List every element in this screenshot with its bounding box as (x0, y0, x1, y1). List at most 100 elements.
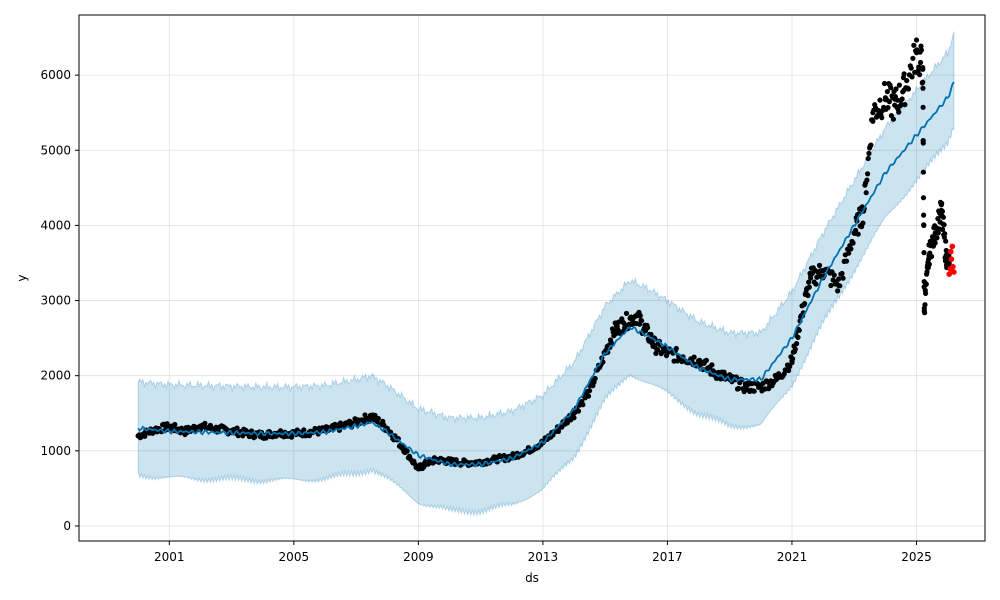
x-tick-label-2005: 2005 (279, 550, 310, 564)
observed-point (802, 301, 808, 307)
observed-point-15 (369, 413, 375, 419)
y-tick-label-5000: 5000 (40, 143, 71, 157)
observed-point (234, 425, 240, 431)
observed-point (941, 222, 947, 228)
uncertainty-band (137, 31, 955, 518)
observed-point-55 (901, 87, 907, 93)
observed-point-0 (135, 433, 141, 439)
x-tick-label-2021: 2021 (777, 550, 808, 564)
observed-point-5 (213, 426, 219, 432)
observed-point (375, 415, 381, 422)
observed-point (839, 270, 845, 277)
observed-point (850, 240, 856, 246)
observed-point (855, 231, 861, 237)
observed-point (881, 80, 888, 87)
y-tick-label-0: 0 (63, 519, 71, 533)
observed-point (917, 72, 923, 78)
x-tick-label-2017: 2017 (652, 550, 683, 564)
x-axis: 2001 2005 2009 2013 2017 2021 2025 (154, 541, 932, 564)
highlighted-points-layer (946, 243, 957, 278)
observed-point (920, 169, 927, 175)
observed-point (885, 105, 891, 111)
observed-point (932, 240, 938, 246)
observed-point (795, 334, 801, 340)
observed-point (921, 250, 927, 256)
observed-point-61 (938, 207, 945, 213)
observed-point (709, 362, 715, 368)
x-axis-label: ds (525, 571, 539, 585)
observed-point (828, 282, 834, 289)
observed-point (923, 290, 929, 296)
observed-point-48 (820, 267, 826, 274)
observed-point (835, 288, 841, 294)
observed-point (580, 402, 586, 408)
observed-point (571, 415, 577, 421)
observed-point (301, 427, 307, 433)
observed-point (865, 171, 871, 177)
observed-point (806, 284, 812, 290)
y-axis-label: y (15, 274, 29, 281)
observed-point (863, 190, 869, 196)
observed-point-19 (425, 459, 431, 465)
observed-point-30 (587, 388, 593, 394)
observed-point (674, 358, 681, 364)
observed-point (792, 346, 798, 352)
observed-point (142, 433, 148, 439)
observed-point (913, 37, 920, 43)
observed-point (943, 238, 949, 244)
observed-point (899, 96, 905, 102)
observed-point (796, 327, 802, 333)
observed-point-33 (621, 320, 627, 326)
y-axis: 0 1000 2000 3000 4000 5000 6000 (40, 68, 79, 533)
observed-point (691, 354, 697, 360)
observed-point-53 (882, 95, 889, 101)
observed-point (904, 78, 910, 84)
observed-point (926, 261, 933, 267)
observed-point-17 (400, 444, 406, 450)
observed-point (848, 246, 854, 252)
observed-point (884, 89, 891, 95)
observed-point (843, 258, 850, 264)
observed-point (813, 281, 819, 287)
observed-point-18 (415, 466, 421, 472)
observed-point (920, 104, 926, 110)
observed-point (902, 102, 908, 108)
observed-point (922, 310, 928, 316)
observed-point (886, 99, 893, 105)
observed-point (909, 74, 915, 80)
observed-point (751, 388, 757, 394)
observed-point (924, 269, 930, 275)
x-tick-label-2001: 2001 (154, 550, 185, 564)
observed-point (920, 79, 926, 85)
observed-point-49 (836, 282, 842, 289)
observed-point (585, 393, 592, 399)
highlighted-point-3 (948, 256, 955, 263)
observed-point (252, 434, 258, 440)
highlighted-point-5 (950, 263, 956, 270)
observed-point (920, 195, 927, 201)
uncertainty-band-layer (137, 31, 955, 518)
highlighted-point-2 (948, 248, 954, 255)
y-tick-label-2000: 2000 (40, 369, 71, 383)
observed-point (918, 43, 924, 49)
observed-point (736, 385, 742, 392)
observed-point (893, 86, 899, 92)
observed-point-60 (932, 230, 938, 236)
observed-point-39 (696, 358, 702, 364)
observed-point (592, 375, 598, 382)
observed-point (939, 200, 945, 206)
observed-point (816, 262, 823, 268)
observed-point (864, 177, 870, 183)
observed-point (836, 276, 842, 282)
observed-point (860, 220, 866, 226)
observed-point (901, 71, 907, 77)
observed-point-58 (921, 305, 927, 311)
observed-point-29 (571, 410, 577, 416)
observed-point (786, 367, 792, 374)
y-tick-label-1000: 1000 (40, 444, 71, 458)
observed-point (918, 47, 925, 53)
observed-point (381, 422, 387, 428)
observed-point (888, 85, 894, 91)
observed-point (917, 59, 924, 66)
